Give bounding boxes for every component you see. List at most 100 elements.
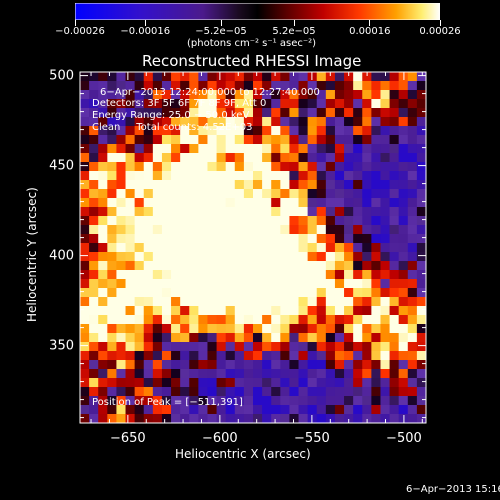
heatmap-cell [161,243,172,253]
heatmap-cell [371,171,382,181]
heatmap-cell [89,261,99,271]
heatmap-cell [180,306,190,316]
heatmap-cell [234,144,245,154]
heatmap-cell [280,315,291,325]
heatmap-cell [362,216,372,226]
annotation-clean-counts: Clean Total counts: 4.52E+03 [92,122,253,133]
heatmap-cell [280,405,291,415]
heatmap-cell [216,333,227,343]
heatmap-cell [289,198,300,208]
heatmap-cell [116,360,127,370]
heatmap-cell [353,108,363,118]
heatmap-cell [262,306,272,316]
heatmap-cell [398,189,409,199]
heatmap-cell [89,99,99,109]
heatmap-cell [389,234,400,244]
heatmap-cell [134,99,145,109]
heatmap-cell [152,162,163,172]
heatmap-cell [207,252,218,262]
heatmap-cell [316,108,327,118]
heatmap-cell [298,315,309,325]
heatmap-cell [152,225,163,235]
heatmap-cell [371,342,382,352]
heatmap-cell [189,207,199,217]
heatmap-cell [152,387,163,397]
heatmap-cell [116,333,127,343]
heatmap-cell [107,333,118,343]
heatmap-cell [216,72,227,82]
heatmap-cell [271,261,281,271]
heatmap-cell [161,234,172,244]
colorbar-tick [74,20,76,26]
chart-title: Reconstructed RHESSI Image [142,52,362,70]
heatmap-cell [243,414,254,423]
heatmap-cell [325,270,336,280]
heatmap-cell [271,396,281,406]
heatmap-cell [152,81,163,91]
heatmap-cell [362,234,372,244]
heatmap-cell [207,360,218,370]
heatmap-cell [198,387,209,397]
heatmap-cell [307,126,318,136]
heatmap-cell [298,252,309,262]
heatmap-cell [98,369,108,379]
heatmap-cell [80,387,90,397]
heatmap-cell [289,180,300,190]
heatmap-cell [416,261,426,271]
heatmap-cell [380,126,391,136]
heatmap-cell [143,297,154,307]
heatmap-cell [289,162,300,172]
heatmap-cell [344,81,354,91]
heatmap-cell [152,315,163,325]
heatmap-cell [198,360,209,370]
heatmap-cell [398,225,409,235]
heatmap-cell [271,180,281,190]
heatmap-cell [234,405,245,415]
heatmap-cell [234,153,245,163]
heatmap-cell [253,324,263,334]
heatmap-cell [89,153,99,163]
heatmap-cell [89,360,99,370]
heatmap-cell [271,306,281,316]
heatmap-cell [262,198,272,208]
heatmap-cell [298,216,309,226]
heatmap-cell [134,234,145,244]
heatmap-cell [98,207,108,217]
heatmap-cell [407,270,418,280]
heatmap-cell [116,108,127,118]
heatmap-cell [243,117,254,127]
heatmap-cell [371,126,382,136]
heatmap-cell [307,297,318,307]
heatmap-cell [325,81,336,91]
heatmap-cell [371,306,382,316]
heatmap-cell [407,207,418,217]
heatmap-cell [243,171,254,181]
heatmap-cell [316,405,327,415]
heatmap-cell [416,243,426,253]
heatmap-cell [353,180,363,190]
heatmap-cell [80,351,90,361]
heatmap-cell [180,351,190,361]
heatmap-cell [280,351,291,361]
heatmap-cell [243,243,254,253]
heatmap-cell [189,270,199,280]
heatmap-cell [189,405,199,415]
heatmap-cell [216,189,227,199]
heatmap-cell [234,360,245,370]
heatmap-cell [180,252,190,262]
heatmap-cell [289,117,300,127]
heatmap-cell [198,81,209,91]
heatmap-cell [216,81,227,91]
heatmap-cell [161,135,172,145]
heatmap-cell [380,369,391,379]
heatmap-cell [125,369,136,379]
heatmap-cell [207,405,218,415]
heatmap-cell [198,162,209,172]
heatmap-cell [89,225,99,235]
heatmap-cell [234,198,245,208]
heatmap-cell [316,270,327,280]
heatmap-cell [171,72,181,82]
heatmap-cell [253,198,263,208]
heatmap-cell [280,171,291,181]
heatmap-cell [416,360,426,370]
